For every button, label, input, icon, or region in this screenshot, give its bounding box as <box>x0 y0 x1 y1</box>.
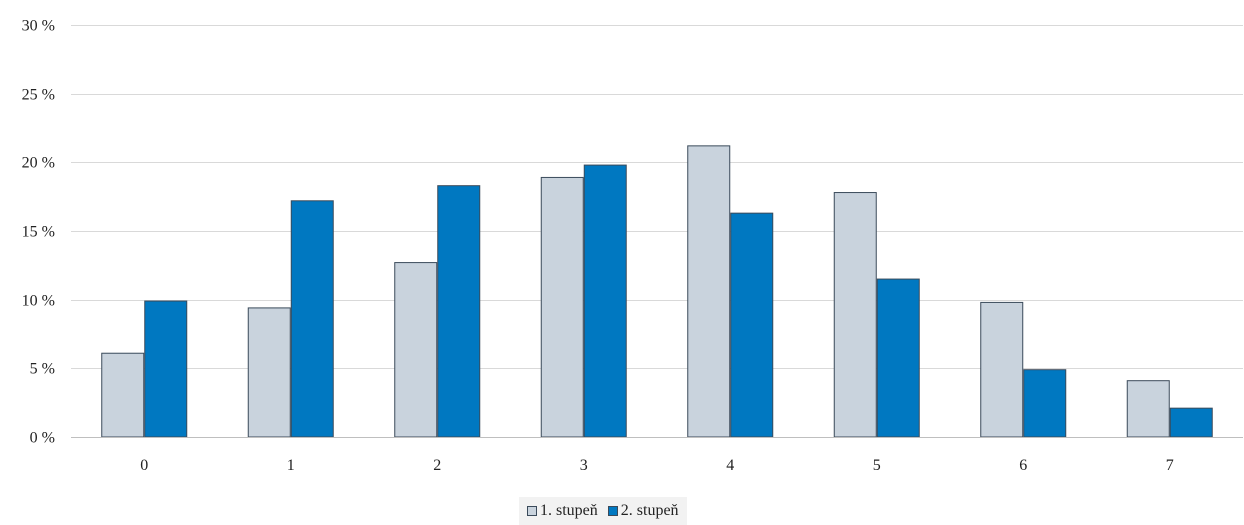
bar-series-1 <box>687 145 731 438</box>
x-tick-label: 0 <box>140 457 148 474</box>
legend: 1. stupeň 2. stupeň <box>519 497 687 525</box>
y-tick-label: 0 % <box>30 430 55 447</box>
y-tick-label: 30 % <box>22 18 55 35</box>
x-tick-label: 4 <box>726 457 734 474</box>
y-tick-label: 10 % <box>22 293 55 310</box>
bar-series-2 <box>876 278 920 438</box>
x-tick-label: 6 <box>1019 457 1027 474</box>
gridlines <box>71 25 1243 369</box>
bar-series-2 <box>1169 407 1213 438</box>
x-axis-tick-labels: 0 1 2 3 4 5 6 7 <box>140 457 1174 474</box>
legend-label-series-1: 1. stupeň <box>540 502 598 519</box>
bar-series-2 <box>144 300 188 438</box>
bar-series-1 <box>394 262 438 438</box>
bar-series-1 <box>980 301 1024 438</box>
bar-series-2 <box>437 185 481 438</box>
y-tick-label: 15 % <box>22 224 55 241</box>
bar-series-2 <box>583 164 627 438</box>
bar-series-1 <box>101 352 145 438</box>
bar-series-1 <box>833 192 877 438</box>
bar-series-1 <box>540 176 584 438</box>
legend-label-series-2: 2. stupeň <box>620 502 679 519</box>
bar-series-2 <box>1023 369 1067 438</box>
bar-series-2 <box>290 200 334 438</box>
y-axis-tick-labels: 0 % 5 % 10 % 15 % 20 % 25 % 30 % <box>22 18 55 447</box>
y-tick-label: 5 % <box>30 361 55 378</box>
y-tick-label: 20 % <box>22 155 55 172</box>
x-tick-label: 5 <box>873 457 881 474</box>
x-tick-label: 1 <box>287 457 295 474</box>
x-tick-label: 7 <box>1166 457 1174 474</box>
bar-series-1 <box>247 307 291 438</box>
legend-swatch-series-2 <box>607 506 618 516</box>
legend-item-series-2: 2. stupeň <box>607 502 679 520</box>
legend-item-series-1: 1. stupeň <box>527 502 598 520</box>
x-tick-label: 3 <box>580 457 588 474</box>
bar-series-1 <box>1126 380 1170 438</box>
bars <box>101 145 1213 438</box>
x-tick-label: 2 <box>433 457 441 474</box>
bar-series-2 <box>730 212 774 438</box>
legend-swatch-series-1 <box>527 506 537 516</box>
y-tick-label: 25 % <box>22 87 55 104</box>
